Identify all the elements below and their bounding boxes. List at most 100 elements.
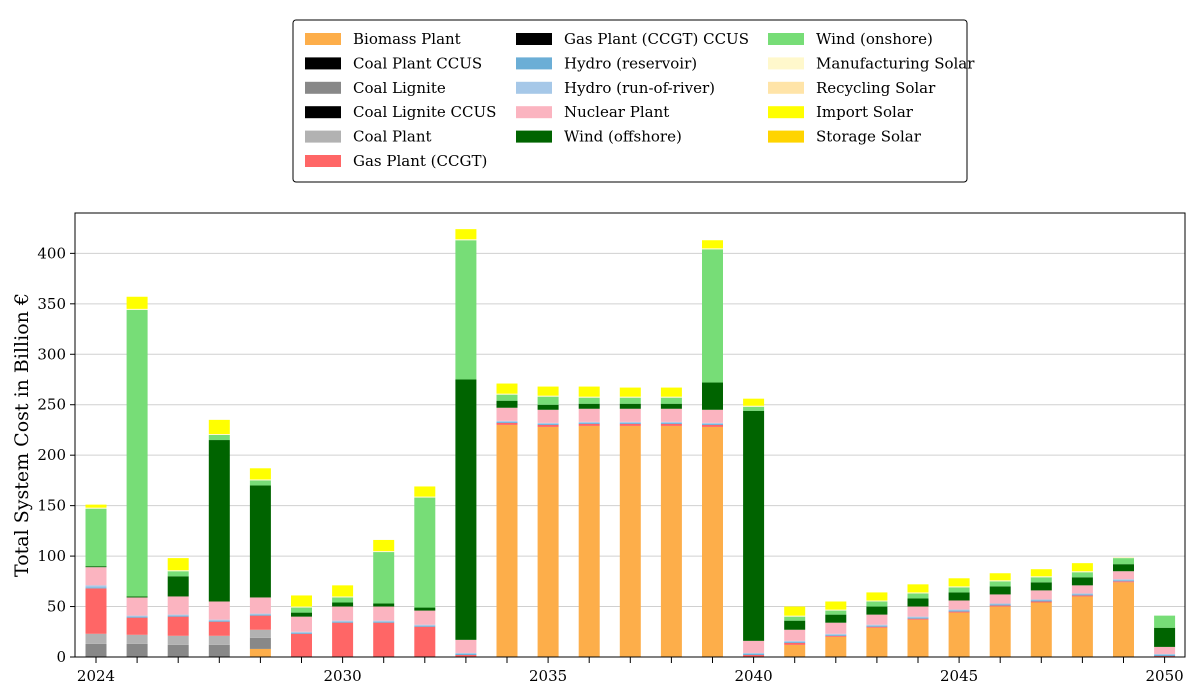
bar-stack-2032 bbox=[414, 486, 436, 657]
bar-segment bbox=[1154, 654, 1176, 656]
bar-segment bbox=[414, 497, 436, 608]
bar-segment bbox=[784, 606, 806, 616]
bar-segment bbox=[126, 308, 148, 310]
bar-segment bbox=[1030, 599, 1052, 601]
bar-segment bbox=[291, 631, 312, 633]
bar-segment bbox=[373, 622, 395, 657]
bar-segment bbox=[1113, 581, 1134, 583]
bar-segment bbox=[1113, 558, 1134, 565]
bar-segment bbox=[989, 603, 1011, 605]
bar-segment bbox=[1071, 571, 1093, 573]
bar-segment bbox=[1113, 579, 1134, 581]
bar-segment bbox=[1154, 655, 1176, 657]
bar-segment bbox=[989, 581, 1011, 587]
bar-segment bbox=[578, 425, 600, 657]
bar-segment bbox=[414, 626, 436, 657]
bar-segment bbox=[85, 587, 107, 589]
y-tick-label: 150 bbox=[37, 497, 66, 515]
bar-segment bbox=[332, 585, 354, 597]
bar-segment bbox=[291, 607, 312, 613]
bar-stack-2030 bbox=[332, 585, 354, 657]
bar-segment bbox=[784, 641, 806, 643]
bar-segment bbox=[291, 632, 312, 634]
bar-segment bbox=[249, 479, 271, 481]
legend: Biomass Plant Coal Plant CCUS Coal Lignite… bbox=[292, 19, 975, 183]
bar-segment bbox=[743, 410, 765, 641]
legend-item: Recycling Solar bbox=[768, 79, 936, 97]
bar-segment bbox=[85, 567, 107, 586]
bar-segment bbox=[537, 395, 559, 397]
bar-segment bbox=[866, 614, 888, 625]
bar-segment bbox=[907, 606, 929, 617]
bar-stack-2045 bbox=[948, 578, 970, 657]
bar-segment bbox=[126, 634, 148, 644]
legend-item: Nuclear Plant bbox=[516, 103, 669, 121]
legend-label: Hydro (reservoir) bbox=[564, 54, 697, 72]
bar-segment bbox=[1071, 595, 1093, 597]
bar-segment bbox=[825, 636, 847, 657]
legend-swatch bbox=[516, 57, 552, 70]
bar-segment bbox=[537, 422, 559, 424]
bar-segment bbox=[208, 620, 230, 622]
bar-segment bbox=[907, 593, 929, 599]
bar-segment bbox=[989, 580, 1011, 582]
bar-segment bbox=[619, 396, 641, 398]
bar-segment bbox=[167, 596, 189, 615]
legend-item: Coal Lignite CCUS bbox=[305, 103, 496, 121]
bar-segment bbox=[249, 597, 271, 614]
bar-segment bbox=[660, 387, 682, 397]
bar-segment bbox=[455, 653, 477, 655]
bar-segment bbox=[208, 440, 230, 602]
bar-segment bbox=[1030, 601, 1052, 603]
bar-segment bbox=[208, 433, 230, 435]
bar-stack-2038 bbox=[660, 387, 682, 657]
bar-segment bbox=[332, 596, 354, 598]
bar-segment bbox=[784, 620, 806, 630]
bar-segment bbox=[291, 616, 312, 632]
x-axis: 2024 2030 2035 2040 2045 2050 bbox=[77, 657, 1184, 685]
bar-segment bbox=[496, 424, 518, 657]
bar-segment bbox=[249, 468, 271, 480]
bar-segment bbox=[1030, 582, 1052, 591]
legend-item: Wind (offshore) bbox=[516, 128, 682, 146]
bar-segment bbox=[784, 629, 806, 641]
legend-item: Hydro (reservoir) bbox=[516, 54, 697, 72]
bar-segment bbox=[825, 622, 847, 634]
bar-segment bbox=[1154, 627, 1176, 647]
bar-segment bbox=[537, 396, 559, 405]
bar-segment bbox=[578, 421, 600, 423]
bar-segment bbox=[85, 508, 107, 567]
bar-segment bbox=[866, 627, 888, 657]
bar-segment bbox=[660, 408, 682, 422]
y-tick-label: 400 bbox=[37, 244, 66, 262]
legend-swatch bbox=[768, 130, 804, 143]
bar-segment bbox=[619, 425, 641, 657]
bar-segment bbox=[373, 539, 395, 552]
bar-segment bbox=[989, 605, 1011, 607]
bar-segment bbox=[578, 397, 600, 404]
bar-segment bbox=[702, 240, 723, 249]
bar-segment bbox=[619, 403, 641, 409]
bar-segment bbox=[1154, 653, 1176, 655]
bar-segment bbox=[208, 419, 230, 434]
bar-segment bbox=[496, 400, 518, 408]
bar-segment bbox=[414, 607, 436, 611]
legend-label: Nuclear Plant bbox=[564, 103, 669, 121]
bar-segment bbox=[619, 422, 641, 424]
bar-stack-2037 bbox=[619, 387, 641, 657]
bar-segment bbox=[1071, 577, 1093, 586]
y-tick-label: 100 bbox=[37, 547, 66, 565]
bar-segment bbox=[249, 637, 271, 649]
bar-segment bbox=[702, 248, 723, 250]
legend-item: Coal Lignite bbox=[305, 79, 446, 97]
bar-segment bbox=[455, 379, 477, 640]
legend-item: Manufacturing Solar bbox=[768, 54, 975, 72]
bar-segment bbox=[1030, 590, 1052, 600]
bar-segment bbox=[1154, 646, 1176, 654]
bar-segment bbox=[126, 296, 148, 309]
bar-segment bbox=[249, 485, 271, 598]
legend-item: Gas Plant (CCGT) CCUS bbox=[516, 30, 749, 48]
bar-segment bbox=[85, 633, 107, 644]
bar-segment bbox=[619, 397, 641, 404]
bar-segment bbox=[373, 606, 395, 621]
